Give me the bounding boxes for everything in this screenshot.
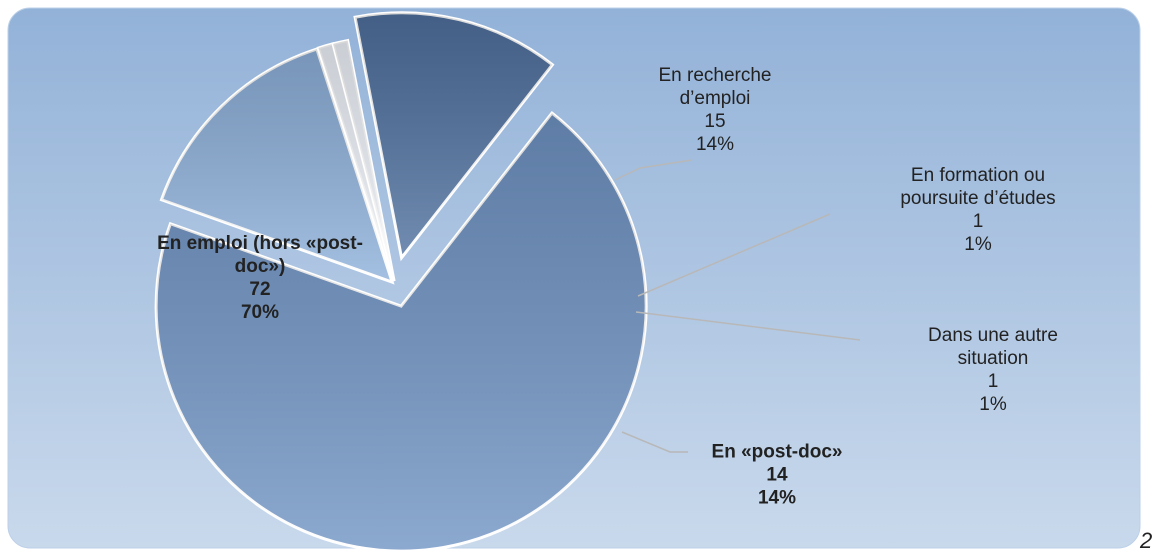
category-label: En emploi (hors «post-doc») <box>157 233 363 277</box>
value-label: 72 <box>249 279 271 300</box>
category-label: En formation ou poursuite d’études <box>900 165 1056 209</box>
leader-lines <box>614 159 861 453</box>
percent-label: 1% <box>979 394 1007 415</box>
value-label: 1 <box>987 371 999 392</box>
slice-label: En formation ou poursuite d’études 1 1% <box>878 164 1078 256</box>
percent-label: 70% <box>240 302 280 323</box>
value-label: 15 <box>704 111 726 132</box>
slice-label: En emploi (hors «post-doc») 72 70% <box>155 232 365 324</box>
slice-label: En «post-doc» 14 14% <box>677 441 877 510</box>
category-label: En recherche d’emploi <box>658 65 772 109</box>
percent-label: 14% <box>757 487 797 509</box>
slice-label: Dans une autre situation 1 1% <box>908 324 1078 416</box>
value-label: 14 <box>766 464 788 486</box>
page-number: 2 <box>1140 528 1153 551</box>
percent-label: 1% <box>964 234 992 255</box>
value-label: 1 <box>972 211 984 232</box>
slice-label: En recherche d’emploi 15 14% <box>650 64 780 156</box>
category-label: En «post-doc» <box>711 441 843 463</box>
percent-label: 14% <box>695 134 735 155</box>
category-label: Dans une autre situation <box>928 325 1058 369</box>
